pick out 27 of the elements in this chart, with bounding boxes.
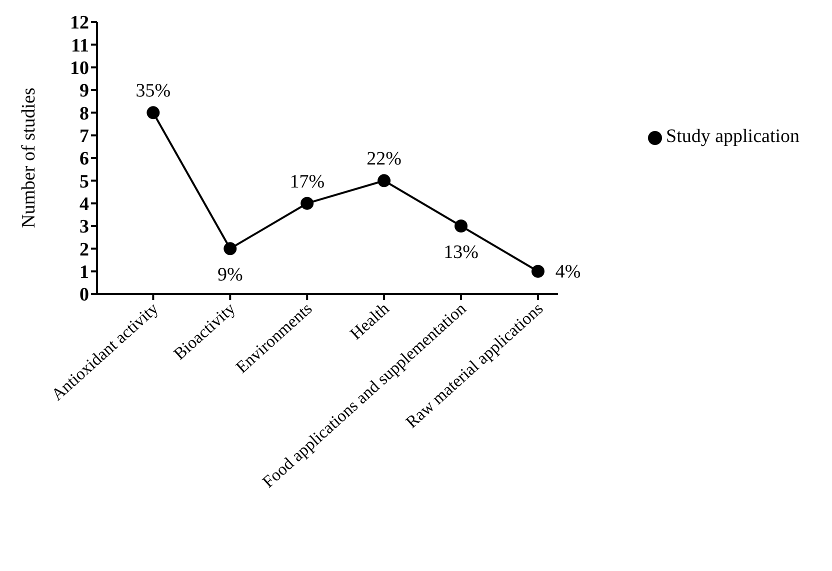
- point: [378, 174, 391, 188]
- y-tick-label: 7: [80, 126, 90, 148]
- annotation: 9%: [217, 264, 243, 286]
- annotation: 13%: [444, 242, 479, 263]
- y-tick-label: 8: [80, 103, 89, 124]
- point: [531, 264, 544, 278]
- y-axis-title: Number of studies: [18, 88, 40, 228]
- point: [224, 242, 237, 256]
- y-tick-label: 3: [80, 216, 89, 238]
- y-tick-label: 10: [70, 58, 89, 80]
- y-tick-label: 9: [80, 80, 89, 102]
- y-tick-label: 0: [80, 284, 89, 306]
- y-tick-label: 5: [80, 171, 89, 192]
- y-tick-label: 12: [70, 12, 89, 34]
- y-tick-label: 1: [80, 262, 89, 284]
- point: [146, 106, 160, 120]
- annotation: 17%: [290, 171, 325, 192]
- y-tick-label: 4: [80, 194, 90, 216]
- y-tick-label: 11: [71, 35, 89, 56]
- annotation: 35%: [136, 80, 171, 102]
- point: [454, 220, 468, 232]
- y-tick-label: 6: [80, 148, 89, 170]
- point: [300, 196, 314, 210]
- annotation: 22%: [366, 148, 402, 170]
- y-tick-label: 2: [80, 239, 89, 260]
- annotation: 4%: [555, 261, 581, 282]
- legend-label: Study application: [666, 126, 800, 147]
